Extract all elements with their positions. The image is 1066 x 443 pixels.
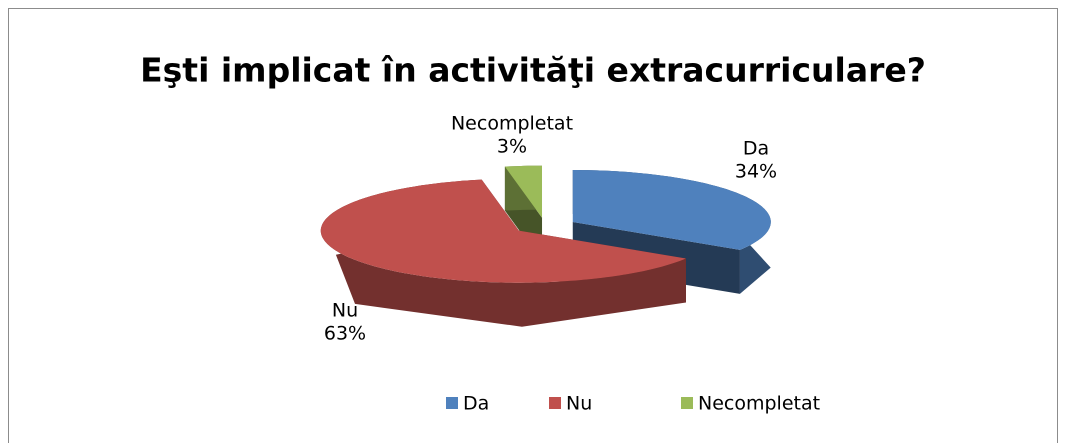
slice-value: 3% <box>497 136 527 158</box>
legend-swatch <box>446 397 458 409</box>
slice <box>572 170 771 250</box>
slice-value: 34% <box>735 161 777 183</box>
slice <box>504 165 543 218</box>
legend-swatch <box>549 397 561 409</box>
legend-label: Nu <box>566 393 592 415</box>
slice-label: Necompletat <box>451 113 573 135</box>
slice-value: 63% <box>324 323 366 345</box>
legend: Da Nu Necompletat <box>446 393 820 415</box>
chart-title: Eşti implicat în activităţi extracurricu… <box>140 51 926 90</box>
slice-label: Nu <box>332 300 358 322</box>
legend-label: Da <box>463 393 489 415</box>
legend-label: Necompletat <box>698 393 820 415</box>
slice-label: Da <box>743 138 769 160</box>
legend-swatch <box>681 397 693 409</box>
slice <box>320 179 686 283</box>
